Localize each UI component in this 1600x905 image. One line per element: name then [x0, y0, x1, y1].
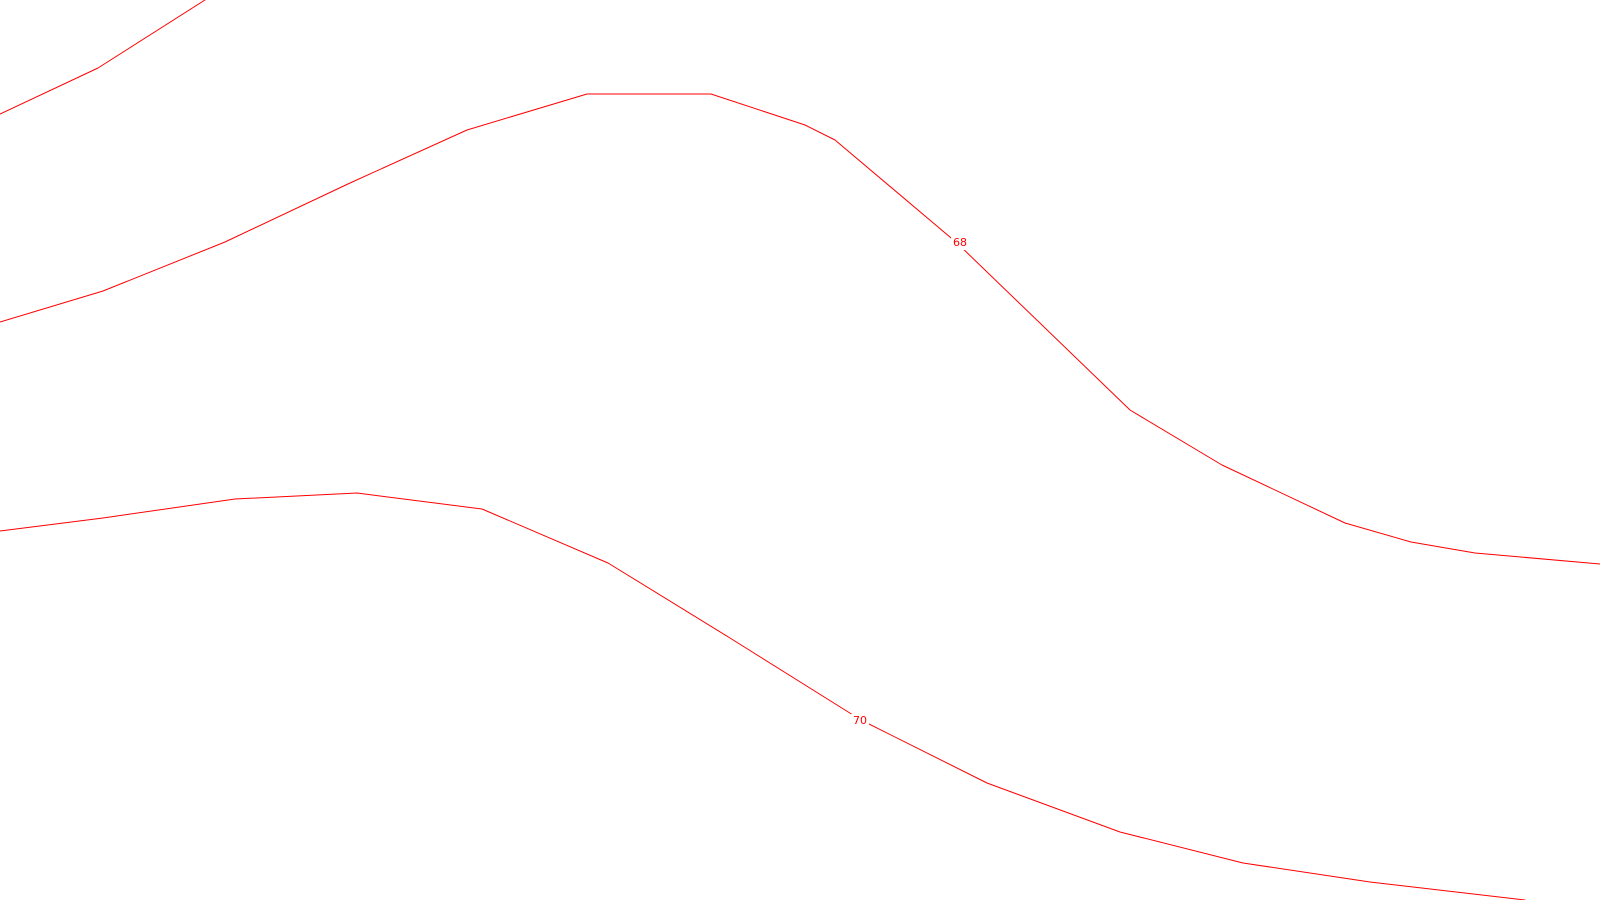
contour-label-70: 70 [851, 714, 869, 728]
contour-line-68 [0, 93, 1600, 565]
contour-line-70 [0, 492, 1526, 901]
contour-label-70-text: 70 [853, 714, 867, 727]
contour-label-68-text: 68 [953, 236, 967, 249]
contour-line-upper [0, 0, 206, 115]
contour-label-68: 68 [951, 236, 969, 250]
contour-labels: 68 70 [851, 236, 969, 728]
